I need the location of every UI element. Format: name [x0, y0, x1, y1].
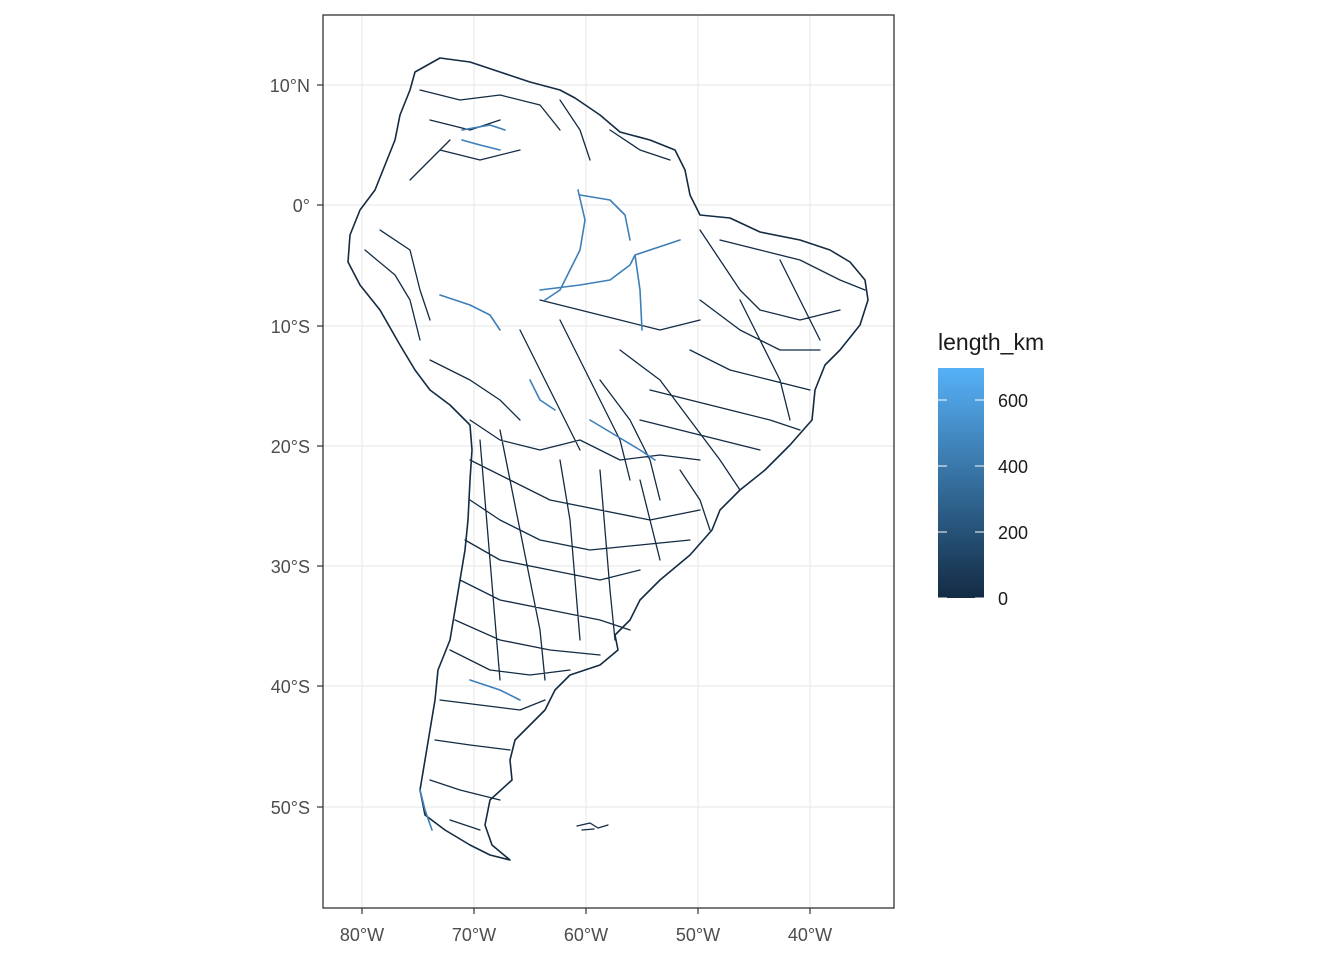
- legend-label: 200: [998, 523, 1028, 543]
- y-tick-label: 10°N: [270, 76, 310, 96]
- y-tick-label: 30°S: [271, 557, 310, 577]
- legend-ticks: [938, 399, 984, 599]
- x-tick-label: 60°W: [564, 925, 608, 945]
- y-tick-label: 10°S: [271, 317, 310, 337]
- y-tick-label: 40°S: [271, 677, 310, 697]
- axis-ticks: [317, 84, 811, 914]
- road-network: [364, 89, 866, 831]
- legend-title: length_km: [938, 329, 1044, 355]
- x-tick-label: 50°W: [676, 925, 720, 945]
- graticule: [323, 15, 894, 908]
- legend-colorbar: [938, 368, 984, 598]
- x-tick-label: 80°W: [340, 925, 384, 945]
- y-tick-label: 20°S: [271, 437, 310, 457]
- long-road-segments: [419, 124, 681, 831]
- legend-label: 400: [998, 457, 1028, 477]
- y-tick-label: 0°: [293, 196, 310, 216]
- falkland-islands: [576, 822, 609, 831]
- x-tick-label: 70°W: [452, 925, 496, 945]
- continent-outline: [347, 57, 869, 861]
- map-panel: [323, 15, 894, 908]
- legend-label: 600: [998, 391, 1028, 411]
- x-tick-label: 40°W: [788, 925, 832, 945]
- legend-label: 0: [998, 589, 1008, 609]
- y-tick-label: 50°S: [271, 798, 310, 818]
- panel-frame: [322, 14, 895, 909]
